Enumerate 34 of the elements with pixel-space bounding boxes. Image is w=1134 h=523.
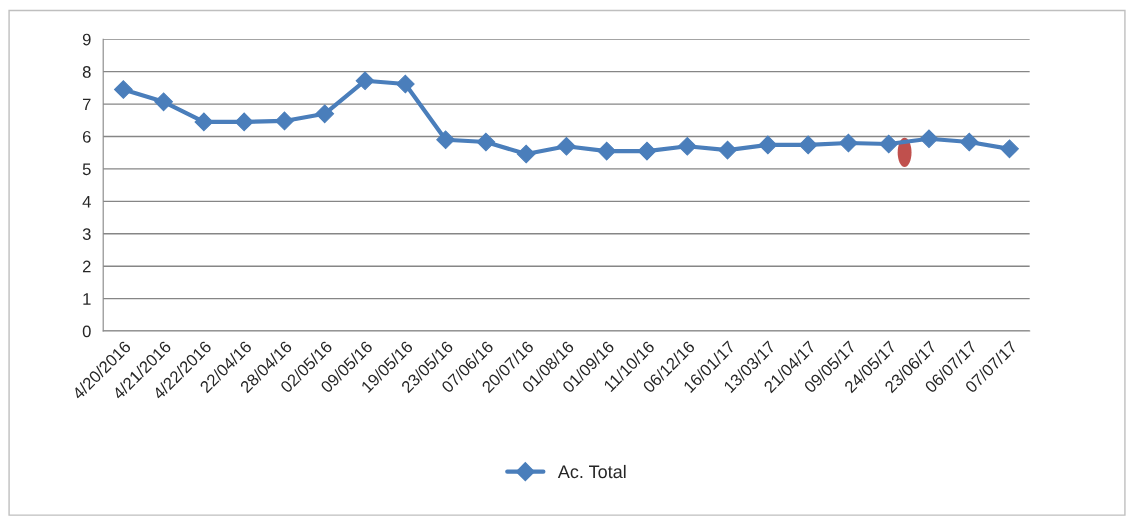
y-tick-label: 0	[82, 325, 91, 338]
point	[1000, 139, 1019, 159]
y-tick-label: 2	[82, 260, 91, 273]
point	[597, 141, 617, 161]
point	[919, 129, 939, 149]
point	[557, 136, 576, 156]
point	[154, 92, 173, 112]
point	[113, 80, 133, 99]
point	[718, 140, 737, 160]
point	[194, 112, 214, 132]
y-tick-label: 8	[82, 66, 91, 78]
point	[758, 135, 778, 155]
point	[275, 111, 294, 131]
point	[637, 141, 657, 161]
point	[315, 104, 335, 124]
y-tick-label: 5	[82, 163, 91, 176]
point	[677, 136, 697, 156]
point	[234, 112, 254, 132]
point	[879, 134, 899, 154]
point	[355, 71, 375, 91]
point	[839, 133, 858, 153]
legend-label: Ac. Total	[557, 464, 626, 479]
point	[516, 144, 536, 164]
point	[798, 135, 818, 155]
point	[476, 132, 496, 152]
y-tick-label: 3	[82, 228, 91, 240]
point	[395, 74, 415, 94]
point	[436, 130, 455, 150]
y-tick-label: 4	[82, 195, 91, 208]
point	[959, 132, 979, 152]
y-tick-label: 1	[83, 293, 91, 305]
y-tick-label: 7	[82, 98, 91, 111]
y-tick-label: 6	[82, 130, 91, 143]
y-tick-label: 9	[82, 33, 91, 46]
